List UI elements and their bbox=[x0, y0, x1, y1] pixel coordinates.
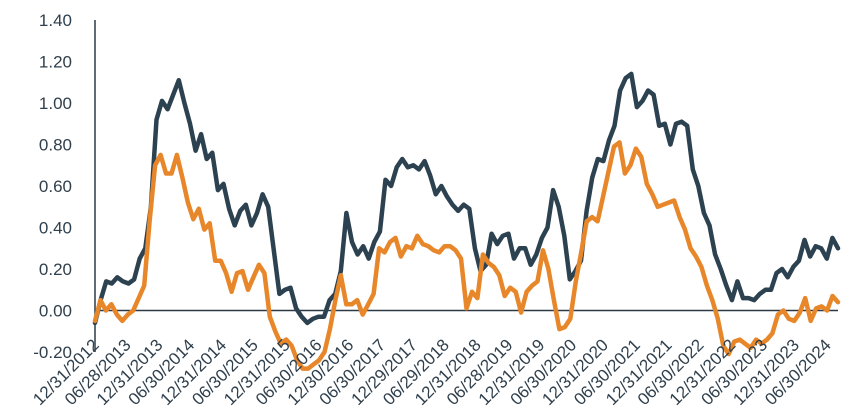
y-tick-label: 0.20 bbox=[39, 260, 72, 279]
y-tick-label: 0.00 bbox=[39, 302, 72, 321]
y-tick-label: 0.60 bbox=[39, 177, 72, 196]
y-tick-label: 1.00 bbox=[39, 94, 72, 113]
series-line-1 bbox=[92, 71, 841, 326]
series-layer bbox=[92, 71, 841, 371]
y-tick-label: 1.40 bbox=[39, 11, 72, 30]
y-axis-tick-labels: 1.40 1.20 1.00 0.80 0.60 0.40 0.20 0.00 -0.20 bbox=[33, 11, 72, 362]
y-tick-label: -0.20 bbox=[33, 343, 72, 362]
y-tick-label: 0.40 bbox=[39, 219, 72, 238]
y-tick-label: 1.20 bbox=[39, 53, 72, 72]
x-axis-tick-labels: 12/31/201206/28/201312/31/201306/30/2014… bbox=[29, 335, 835, 409]
y-tick-label: 0.80 bbox=[39, 136, 72, 155]
series-line-2 bbox=[92, 140, 841, 371]
